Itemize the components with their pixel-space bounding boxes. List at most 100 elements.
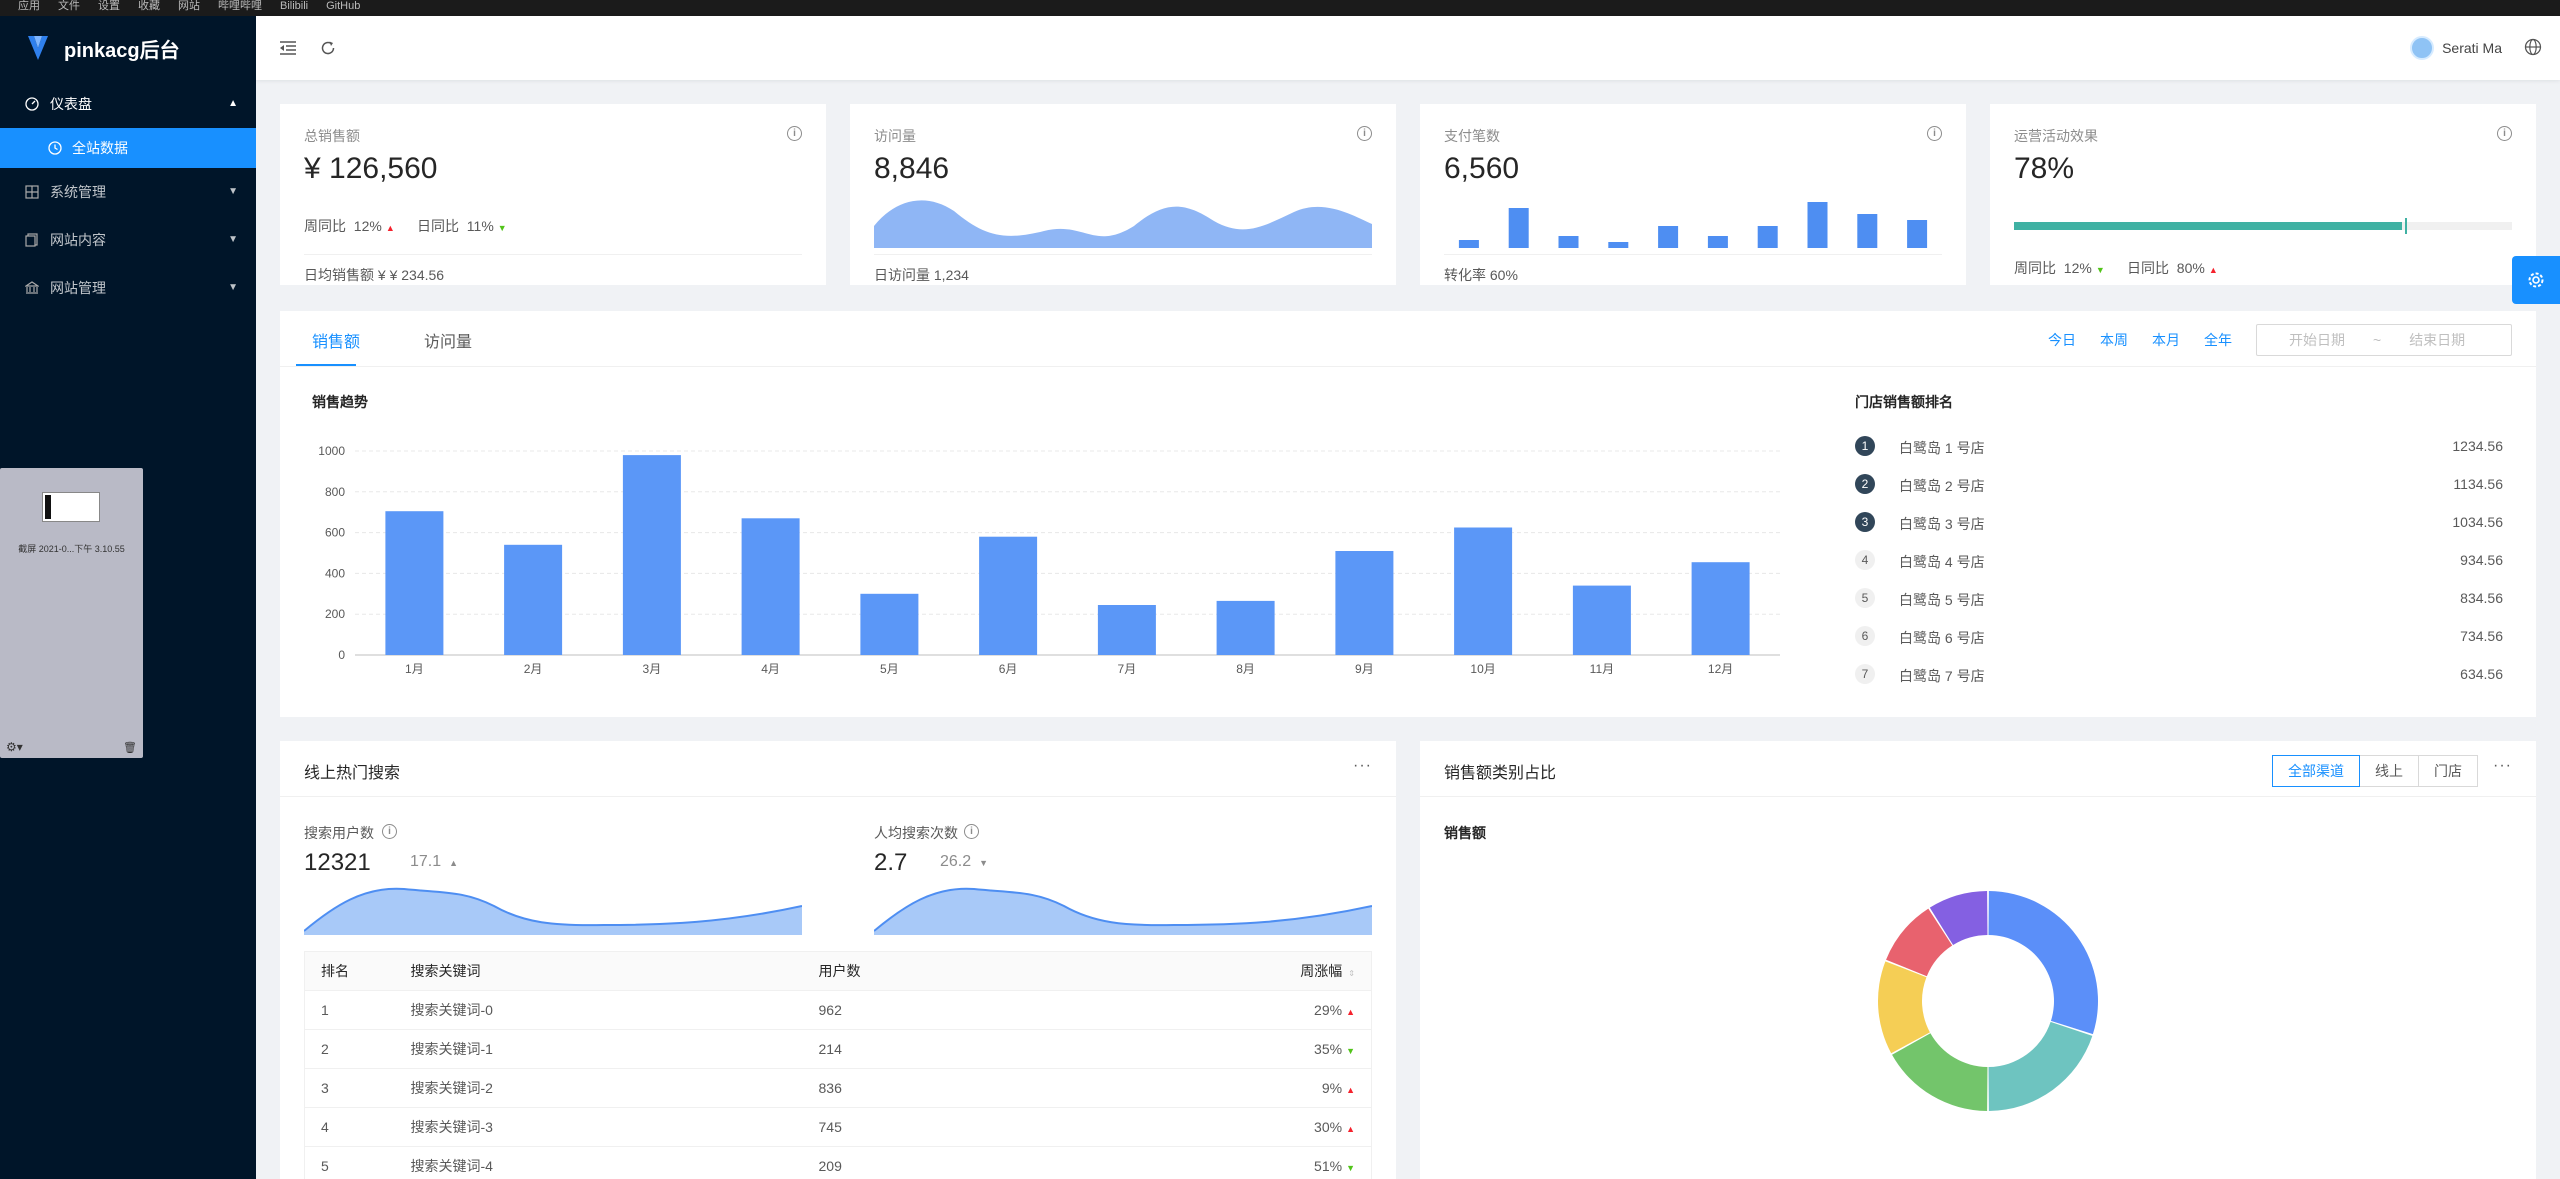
x-tick-label: 9月 bbox=[1355, 662, 1374, 676]
sales-bar[interactable] bbox=[741, 518, 800, 655]
range-today[interactable]: 今日 bbox=[2048, 332, 2076, 348]
change-value: 9% bbox=[1321, 1080, 1343, 1096]
info-icon[interactable]: i bbox=[382, 824, 397, 839]
settings-drawer-button[interactable] bbox=[2512, 256, 2560, 304]
menu-fold-icon[interactable] bbox=[276, 36, 300, 60]
store-sales: 1234.56 bbox=[2452, 438, 2503, 454]
range-year[interactable]: 全年 bbox=[2204, 332, 2232, 348]
os-bookmark-4[interactable]: 网站 bbox=[178, 0, 200, 12]
menu-system[interactable]: 系统管理 ▼ bbox=[0, 168, 256, 216]
trend-value: 12% bbox=[2063, 260, 2092, 276]
trash-icon[interactable]: 🗑 bbox=[123, 742, 137, 754]
stat-card-payments: 支付笔数 i 6,560 转化率 60% bbox=[1420, 104, 1966, 285]
x-tick-label: 7月 bbox=[1118, 662, 1137, 676]
radio-store[interactable]: 门店 bbox=[2418, 755, 2478, 787]
col-keyword: 搜索关键词 bbox=[394, 951, 803, 991]
os-bookmark-6[interactable]: Bilibili bbox=[280, 0, 309, 12]
info-icon[interactable]: i bbox=[2497, 126, 2512, 141]
sales-bar[interactable] bbox=[1216, 600, 1275, 655]
globe-icon[interactable] bbox=[2524, 38, 2544, 58]
cell-users: 214 bbox=[802, 1029, 1203, 1069]
os-bookmark-7[interactable]: GitHub bbox=[326, 0, 361, 12]
store-sales: 1034.56 bbox=[2452, 514, 2503, 530]
menu-sub-site-data[interactable]: 全站数据 bbox=[0, 128, 256, 168]
x-tick-label: 8月 bbox=[1236, 662, 1255, 676]
progress-fill bbox=[2014, 222, 2403, 230]
menu-site[interactable]: 网站管理 ▼ bbox=[0, 264, 256, 312]
trend-day: 日同比 11% ▼ bbox=[417, 216, 507, 236]
donut-slice[interactable] bbox=[1988, 1021, 2093, 1111]
donut-slice[interactable] bbox=[1892, 1033, 1988, 1111]
sales-tabs: 销售额 访问量 今日 本周 本月 全年 开始日期 ~ 结束日期 bbox=[280, 311, 2536, 367]
sales-bar[interactable] bbox=[1572, 585, 1631, 655]
col-rank: 排名 bbox=[304, 951, 395, 991]
reload-icon[interactable] bbox=[316, 36, 340, 60]
info-icon[interactable]: i bbox=[787, 126, 802, 141]
more-icon[interactable]: ··· bbox=[1353, 757, 1372, 774]
trend-value: 11% bbox=[466, 218, 494, 234]
stat-title: 运营活动效果 bbox=[2014, 128, 2098, 144]
sales-bar[interactable] bbox=[1097, 605, 1156, 655]
range-month[interactable]: 本月 bbox=[2152, 332, 2180, 348]
tab-visits[interactable]: 访问量 bbox=[424, 334, 473, 351]
more-icon[interactable]: ··· bbox=[2493, 757, 2512, 774]
radio-online[interactable]: 线上 bbox=[2359, 755, 2419, 787]
chevron-down-icon: ▼ bbox=[228, 282, 238, 293]
ranking-title: 门店销售额排名 bbox=[1855, 394, 1953, 410]
trend-value: 12% bbox=[353, 218, 382, 234]
date-range-picker[interactable]: 开始日期 ~ 结束日期 bbox=[2256, 324, 2512, 356]
sales-bar[interactable] bbox=[1335, 551, 1394, 655]
logo[interactable]: pinkacg后台 bbox=[0, 16, 256, 80]
sales-bar[interactable] bbox=[1691, 562, 1750, 655]
menu-content[interactable]: 网站内容 ▼ bbox=[0, 216, 256, 264]
info-icon[interactable]: i bbox=[1357, 126, 1372, 141]
cell-keyword[interactable]: 搜索关键词-3 bbox=[394, 1107, 803, 1147]
sales-bar[interactable] bbox=[1454, 527, 1513, 656]
os-bookmark-2[interactable]: 设置 bbox=[98, 0, 120, 12]
avatar bbox=[2410, 36, 2435, 60]
cell-keyword[interactable]: 搜索关键词-4 bbox=[394, 1146, 803, 1179]
trend-label: 日同比 bbox=[417, 218, 459, 234]
radio-all-channels[interactable]: 全部渠道 bbox=[2272, 755, 2360, 787]
os-bookmark-1[interactable]: 文件 bbox=[58, 0, 80, 12]
chevron-down-icon: ▼ bbox=[228, 186, 238, 197]
tab-sales[interactable]: 销售额 bbox=[312, 334, 361, 351]
cell-keyword[interactable]: 搜索关键词-2 bbox=[394, 1068, 803, 1108]
os-bookmark-0[interactable]: 应用 bbox=[18, 0, 40, 12]
menu-dashboard[interactable]: 仪表盘 ▲ bbox=[0, 80, 256, 128]
info-icon[interactable]: i bbox=[964, 824, 979, 839]
screenshot-thumbnail[interactable]: 截屏 2021-0...下午 3.10.55 ⚙▾ 🗑 bbox=[0, 468, 143, 758]
date-start-input[interactable]: 开始日期 bbox=[2289, 332, 2345, 348]
donut-slice[interactable] bbox=[1929, 891, 1988, 945]
donut-slice[interactable] bbox=[1886, 908, 1953, 977]
sort-icon[interactable]: ⇕ bbox=[1348, 969, 1355, 978]
sales-bar[interactable] bbox=[504, 544, 563, 655]
os-bookmark-5[interactable]: 哔哩哔哩 bbox=[218, 0, 262, 12]
stat-card-sales: 总销售额 i ¥ 126,560 周同比 12% ▲ 日同比 11% ▼ 日均销售额… bbox=[280, 104, 826, 285]
user-menu[interactable]: Serati Ma bbox=[2410, 36, 2502, 60]
store-name: 白鹭岛 4 号店 bbox=[1899, 554, 1985, 570]
sales-bar[interactable] bbox=[385, 511, 444, 655]
x-tick-label: 6月 bbox=[999, 662, 1018, 676]
change-value: 51% bbox=[1314, 1158, 1343, 1174]
gear-icon[interactable]: ⚙▾ bbox=[6, 740, 23, 754]
os-bookmark-3[interactable]: 收藏 bbox=[138, 0, 160, 12]
cell-keyword[interactable]: 搜索关键词-0 bbox=[394, 990, 803, 1030]
info-icon[interactable]: i bbox=[1927, 126, 1942, 141]
search-table: 排名 搜索关键词 用户数 周涨幅 ⇕ 1 搜索关键词-0 962 29% ▲ 2 搜索关键词-… bbox=[304, 951, 1372, 1179]
sales-bar[interactable] bbox=[860, 593, 919, 655]
col-change[interactable]: 周涨幅 ⇕ bbox=[1202, 951, 1372, 991]
donut-slice[interactable] bbox=[1988, 891, 2098, 1035]
date-end-input[interactable]: 结束日期 bbox=[2409, 332, 2466, 348]
cell-change: 29% ▲ bbox=[1202, 990, 1372, 1030]
donut-slice[interactable] bbox=[1878, 961, 1930, 1054]
caret-up-icon: ▲ bbox=[1346, 1085, 1355, 1095]
range-week[interactable]: 本周 bbox=[2100, 332, 2128, 348]
y-tick-label: 0 bbox=[338, 648, 345, 662]
payment-bar bbox=[1658, 226, 1679, 248]
sales-bar[interactable] bbox=[979, 536, 1038, 655]
cell-keyword[interactable]: 搜索关键词-1 bbox=[394, 1029, 803, 1069]
payment-bar bbox=[1857, 214, 1878, 248]
stat-title: 访问量 bbox=[874, 128, 916, 144]
sales-bar[interactable] bbox=[622, 455, 681, 655]
